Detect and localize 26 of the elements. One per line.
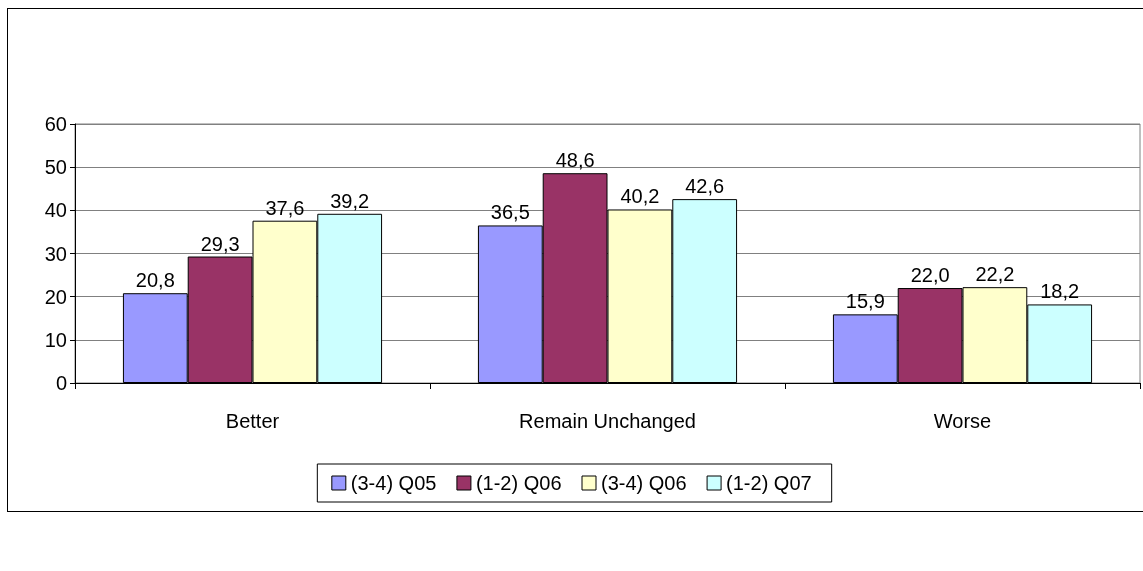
data-label: 22,0 (910, 264, 950, 287)
data-label: 37,6 (265, 196, 305, 219)
y-tick-label: 10 (44, 328, 67, 351)
data-label: 42,6 (685, 175, 725, 198)
y-tick-label: 30 (44, 242, 67, 265)
data-label: 48,6 (555, 149, 595, 172)
y-tick-label: 0 (55, 372, 67, 394)
y-tick-label: 40 (44, 199, 67, 222)
y-tick-label: 50 (44, 156, 67, 179)
data-label: 15,9 (845, 290, 885, 313)
data-label: 20,8 (135, 269, 175, 292)
data-label: 39,2 (330, 189, 370, 212)
data-label: 29,3 (200, 232, 240, 255)
x-tick-label: Worse (933, 410, 992, 432)
legend-label: (3-4) Q06 (601, 472, 687, 494)
legend-label: (1-2) Q07 (726, 472, 812, 494)
data-label: 36,5 (490, 201, 530, 224)
y-tick-label: 20 (44, 285, 67, 308)
legend-label: (1-2) Q06 (475, 472, 562, 494)
x-tick-label: Better (225, 410, 280, 432)
y-tick-label: 60 (44, 113, 67, 135)
data-label: 22,2 (975, 263, 1015, 286)
data-label: 18,2 (1040, 280, 1080, 303)
x-tick-label: Remain Unchanged (519, 410, 696, 432)
data-label: 40,2 (620, 185, 660, 208)
legend-label: (3-4) Q05 (350, 472, 437, 494)
